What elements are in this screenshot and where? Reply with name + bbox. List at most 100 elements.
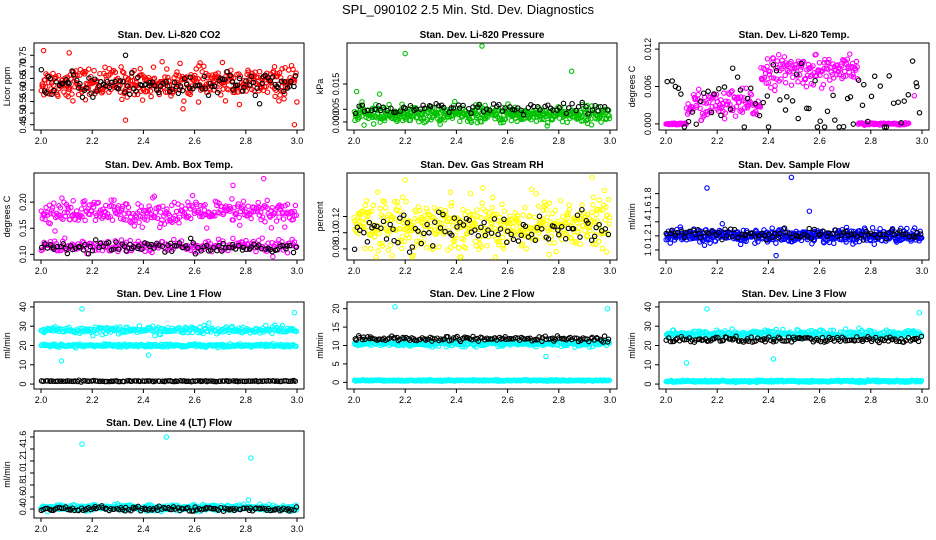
data-point bbox=[55, 93, 61, 99]
data-point bbox=[737, 87, 744, 93]
x-tick-label: 2.8 bbox=[865, 266, 878, 276]
x-tick-label: 2.2 bbox=[86, 136, 99, 146]
outlier-point bbox=[392, 304, 398, 310]
data-point bbox=[694, 104, 700, 110]
data-point bbox=[518, 107, 524, 113]
data-point bbox=[499, 234, 506, 241]
data-point bbox=[106, 65, 113, 72]
data-point bbox=[198, 211, 204, 217]
data-point bbox=[92, 247, 98, 253]
data-point bbox=[385, 247, 392, 253]
data-point bbox=[279, 66, 285, 72]
data-point bbox=[773, 240, 779, 246]
data-points bbox=[663, 306, 925, 386]
data-point bbox=[281, 91, 288, 97]
panel-title: Stan. Dev. Sample Flow bbox=[738, 160, 850, 171]
x-tick-label: 2.0 bbox=[660, 395, 673, 405]
outlier-point bbox=[788, 174, 795, 181]
data-point bbox=[544, 123, 550, 129]
data-point bbox=[598, 119, 604, 125]
data-point bbox=[727, 106, 734, 112]
data-point bbox=[271, 64, 278, 70]
data-point bbox=[372, 106, 378, 113]
data-point bbox=[563, 110, 570, 117]
data-point bbox=[492, 254, 499, 260]
data-point bbox=[222, 98, 229, 104]
data-point bbox=[767, 68, 773, 75]
data-point bbox=[262, 219, 268, 225]
data-point bbox=[397, 108, 403, 114]
data-point bbox=[551, 240, 557, 246]
y-tick-label: 40 bbox=[643, 302, 653, 312]
data-point bbox=[109, 79, 115, 86]
data-point bbox=[93, 212, 100, 219]
data-point bbox=[177, 83, 184, 89]
data-point bbox=[117, 215, 124, 222]
data-point bbox=[225, 86, 232, 93]
data-point bbox=[764, 56, 771, 62]
data-point bbox=[53, 241, 60, 247]
data-point bbox=[592, 102, 598, 109]
data-point bbox=[479, 118, 485, 125]
x-tick-label: 2.4 bbox=[137, 395, 150, 405]
panel-title: Stan. Dev. Li-820 Temp. bbox=[739, 30, 850, 41]
data-point bbox=[452, 98, 458, 105]
data-point bbox=[79, 213, 85, 220]
panel-3: Stan. Dev. Li-820 Temp.degrees C2.0 2.2 2.… bbox=[627, 30, 930, 146]
data-point bbox=[700, 90, 707, 96]
data-point bbox=[556, 105, 563, 111]
data-point bbox=[850, 71, 856, 78]
data-point bbox=[836, 71, 843, 78]
data-point bbox=[156, 89, 162, 96]
data-point bbox=[669, 78, 675, 84]
data-point bbox=[151, 82, 158, 89]
outlier-point bbox=[230, 182, 236, 189]
data-point bbox=[248, 215, 254, 222]
data-point bbox=[139, 97, 146, 103]
data-point bbox=[748, 85, 754, 92]
data-point bbox=[212, 83, 218, 90]
data-point bbox=[793, 71, 800, 77]
data-point bbox=[817, 118, 823, 124]
data-points bbox=[663, 51, 923, 130]
x-tick-label: 2.6 bbox=[188, 266, 201, 276]
y-tick-label: 1.6 bbox=[643, 201, 653, 214]
data-point bbox=[117, 78, 124, 84]
data-point bbox=[81, 201, 87, 207]
data-point bbox=[274, 83, 280, 90]
outlier-point bbox=[260, 175, 267, 182]
data-point bbox=[278, 78, 285, 84]
data-point bbox=[123, 217, 129, 223]
x-tick-label: 2.6 bbox=[501, 136, 514, 146]
data-point bbox=[276, 70, 283, 76]
data-point bbox=[254, 85, 260, 91]
data-point bbox=[137, 66, 143, 72]
data-point bbox=[711, 91, 717, 97]
data-point bbox=[773, 67, 780, 74]
data-point bbox=[719, 221, 726, 227]
data-point bbox=[557, 197, 564, 204]
data-point bbox=[593, 211, 599, 218]
data-point bbox=[913, 80, 919, 86]
data-point bbox=[92, 217, 99, 224]
x-tick-label: 2.6 bbox=[188, 136, 201, 146]
data-point bbox=[108, 197, 114, 203]
data-point bbox=[590, 202, 596, 208]
data-point bbox=[749, 102, 756, 108]
y-tick-label: 0.015 bbox=[331, 73, 341, 96]
data-point bbox=[606, 221, 613, 227]
data-point bbox=[153, 205, 159, 212]
data-point bbox=[403, 198, 409, 205]
x-tick-label: 2.8 bbox=[240, 266, 253, 276]
data-point bbox=[236, 214, 242, 221]
y-tick-label: 20 bbox=[331, 304, 341, 314]
y-tick-label: 5 bbox=[331, 361, 341, 366]
x-axis: 2.0 2.2 2.4 2.6 2.8 3.0 bbox=[660, 389, 928, 405]
data-point bbox=[362, 202, 369, 209]
data-point bbox=[209, 83, 215, 89]
data-point bbox=[606, 112, 612, 119]
data-point bbox=[51, 87, 57, 94]
y-tick-label: 0 bbox=[331, 380, 341, 385]
data-point bbox=[583, 104, 589, 110]
